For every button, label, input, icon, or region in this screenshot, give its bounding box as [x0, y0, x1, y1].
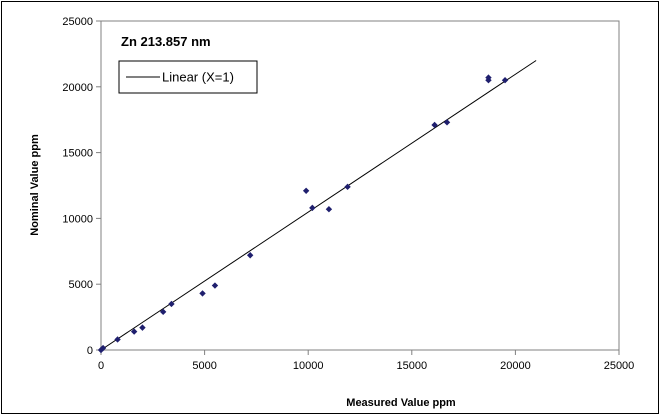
data-point [485, 74, 492, 81]
x-tick-label: 20000 [500, 360, 531, 372]
data-point [443, 119, 451, 126]
y-tick-label: 25000 [62, 16, 93, 28]
data-point [139, 324, 146, 331]
data-point [211, 282, 219, 289]
data-point [199, 290, 206, 297]
data-point [431, 121, 438, 129]
y-tick-label: 0 [87, 345, 93, 357]
x-tick-label: 10000 [293, 360, 324, 372]
data-point [309, 204, 316, 212]
x-tick-label: 25000 [604, 360, 635, 372]
data-point [114, 336, 121, 343]
data-point [325, 205, 333, 213]
x-axis-title: Measured Value ppm [346, 397, 456, 409]
data-point [130, 328, 138, 335]
data-point [159, 308, 167, 316]
fit-line-layer [100, 60, 537, 351]
data-point [99, 344, 107, 352]
scatter-chart: 0 5000 10000 15000 20000 25000 0 5000 10000 1500… [29, 16, 635, 409]
linear-fit-line [100, 60, 537, 351]
y-tick-label: 15000 [62, 148, 93, 160]
x-tick-label: 15000 [397, 360, 428, 372]
y-axis-title: Nominal Value ppm [29, 134, 41, 236]
y-tick-label: 10000 [62, 213, 93, 225]
x-tick-label: 0 [98, 360, 104, 372]
legend-label: Linear (X=1) [162, 70, 234, 85]
data-point [344, 183, 351, 191]
data-point [302, 187, 310, 194]
data-point [168, 300, 175, 308]
legend: Linear (X=1) [118, 60, 258, 94]
chart-title: Zn 213.857 nm [121, 34, 211, 49]
x-tick-label: 5000 [192, 360, 216, 372]
y-tick-label: 5000 [69, 279, 93, 291]
data-point [246, 252, 254, 259]
data-points [97, 74, 509, 354]
y-axis: 0 5000 10000 15000 20000 25000 [62, 16, 102, 357]
x-axis: 0 5000 10000 15000 20000 25000 [98, 349, 635, 372]
data-point [501, 77, 509, 84]
y-tick-label: 20000 [62, 82, 93, 94]
